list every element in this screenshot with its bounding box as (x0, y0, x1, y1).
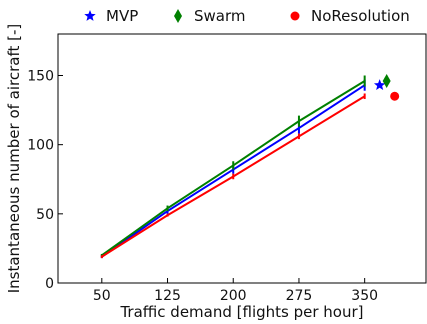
y-tick-label: 50 (36, 207, 54, 223)
legend-marker (84, 10, 95, 21)
series-mvp (102, 79, 386, 258)
x-tick-label: 125 (154, 288, 181, 304)
legend-marker (291, 12, 300, 21)
legend-item: MVP (84, 7, 138, 25)
x-axis-label: Traffic demand [flights per hour] (119, 303, 363, 321)
x-tick-label: 50 (93, 288, 111, 304)
legend-label: NoResolution (311, 7, 410, 25)
y-axis-label: Instantaneous number of aircraft [-] (5, 24, 23, 294)
series-marker (390, 92, 399, 101)
plot-series (102, 74, 399, 258)
legend-item: Swarm (174, 7, 246, 25)
y-tick-label: 100 (27, 138, 54, 154)
y-tick-label: 150 (27, 69, 54, 85)
legend-label: MVP (106, 7, 138, 25)
legend-marker (174, 9, 182, 23)
series-noresolution (102, 92, 399, 258)
y-tick-label: 0 (45, 276, 54, 292)
x-tick-label: 275 (286, 288, 313, 304)
legend: MVP Swarm NoResolution (84, 7, 409, 25)
x-tick-label: 350 (351, 288, 378, 304)
legend-label: Swarm (194, 7, 246, 25)
x-tick-label: 200 (220, 288, 247, 304)
series-marker (383, 74, 391, 88)
legend-item: NoResolution (291, 7, 410, 25)
